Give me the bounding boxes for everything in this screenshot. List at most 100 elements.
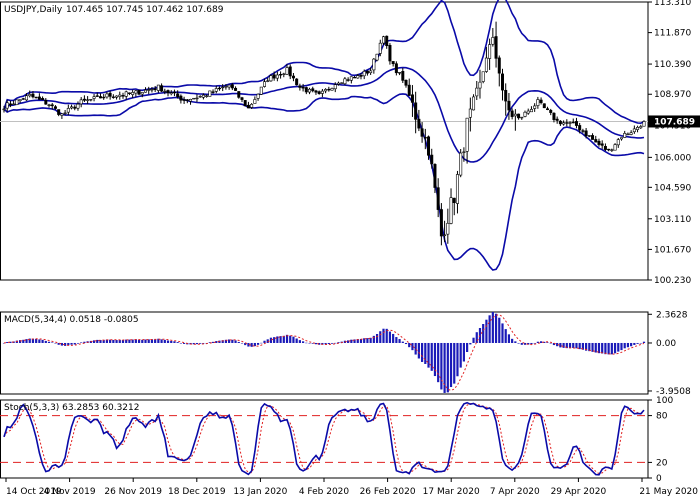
candle-body — [430, 154, 434, 165]
macd-bar — [372, 335, 375, 343]
candle-body — [401, 71, 405, 81]
macd-bar — [121, 340, 125, 343]
macd-frame — [0, 311, 649, 395]
candle-body — [279, 74, 283, 76]
macd-bar — [411, 342, 414, 351]
macd-bar — [630, 342, 633, 347]
candle-body — [565, 122, 569, 124]
macd-bar — [453, 342, 456, 384]
candle-body — [636, 127, 640, 130]
candle-body — [2, 108, 6, 111]
macd-signal-line — [3, 314, 645, 391]
macd-bar — [64, 342, 67, 346]
candle-body — [217, 87, 221, 90]
candle-body — [153, 88, 157, 90]
stoch-main-line — [3, 401, 645, 476]
macd-bar — [70, 342, 73, 345]
candle-body — [21, 98, 25, 100]
macd-bar — [166, 340, 170, 343]
candle-body — [523, 111, 527, 117]
macd-bar — [18, 340, 22, 343]
candle-body — [150, 88, 154, 91]
macd-bar — [324, 342, 327, 345]
candle-body — [362, 71, 366, 77]
candle-body — [626, 133, 630, 136]
macd-bar — [112, 339, 115, 343]
macd-bar — [115, 340, 118, 343]
candle-body — [234, 87, 238, 91]
candle-body — [420, 128, 424, 137]
candle-body — [542, 103, 546, 109]
candle-body — [475, 87, 479, 97]
macd-bar — [572, 342, 575, 348]
candle-body — [546, 108, 550, 110]
candle-body — [53, 106, 57, 109]
macd-bar — [195, 342, 199, 345]
candle-body — [256, 93, 260, 99]
candle-body — [414, 102, 418, 120]
macd-bar — [144, 339, 147, 343]
candle-body — [481, 71, 485, 82]
macd-bar — [485, 319, 488, 343]
candle-body — [468, 108, 472, 118]
macd-bar — [568, 342, 572, 349]
macd-bar — [604, 342, 607, 355]
candle-body — [172, 91, 176, 94]
x-tick-label: 18 Dec 2019 — [168, 487, 226, 497]
macd-bar — [2, 342, 6, 344]
candle-body — [311, 88, 315, 92]
candle-body — [365, 70, 369, 74]
macd-bar — [199, 342, 202, 344]
macd-bar — [408, 342, 411, 348]
macd-bar — [269, 337, 273, 343]
macd-bar — [517, 342, 520, 344]
macd-bar — [263, 340, 266, 343]
macd-bar — [520, 342, 523, 345]
candle-body — [520, 116, 524, 119]
candle-body — [156, 84, 160, 91]
candle-body — [288, 66, 292, 77]
macd-bar — [552, 342, 556, 346]
macd-bar — [9, 341, 12, 343]
macd-bar — [289, 335, 292, 343]
candle-body — [632, 128, 636, 133]
macd-label: MACD(5,34,4) 0.0518 -0.0805 — [4, 315, 139, 325]
candle-body — [340, 82, 344, 84]
candle-body — [28, 94, 32, 97]
macd-bar — [215, 341, 218, 343]
macd-bar — [279, 336, 282, 343]
candle-body — [95, 95, 99, 97]
x-tick-label: 29 Apr 2020 — [551, 487, 607, 497]
candle-body — [137, 90, 141, 95]
macd-bar — [237, 341, 240, 343]
macd-bar — [330, 342, 334, 344]
candle-body — [140, 92, 144, 95]
candle-body — [513, 113, 517, 117]
macd-bar — [607, 342, 610, 355]
macd-bar — [131, 339, 134, 343]
macd-bar — [488, 315, 491, 343]
macd-bar — [231, 339, 234, 343]
candle-body — [478, 81, 482, 89]
candle-body — [179, 95, 183, 101]
macd-bar — [539, 341, 543, 343]
macd-bar — [642, 341, 646, 343]
price-y-tick-label: 110.390 — [654, 60, 691, 70]
macd-panel: 2.3628 0.00 -3.9508 — [0, 310, 691, 397]
candle-body — [510, 110, 514, 117]
x-tick-label: 7 Apr 2020 — [490, 487, 540, 497]
macd-bar — [382, 328, 385, 343]
macd-bar — [356, 339, 359, 343]
candle-body — [607, 148, 611, 151]
candle-body — [50, 104, 54, 107]
price-y-tick-label: 113.310 — [654, 0, 691, 8]
candle-body — [507, 100, 511, 111]
candle-body — [407, 84, 411, 96]
candle-body — [259, 86, 263, 95]
price-y-tick-label: 108.970 — [654, 90, 691, 100]
macd-bar — [443, 342, 446, 393]
macd-bar — [256, 342, 260, 345]
macd-bar — [38, 339, 41, 343]
macd-bar — [337, 342, 340, 343]
candle-body — [102, 96, 106, 99]
